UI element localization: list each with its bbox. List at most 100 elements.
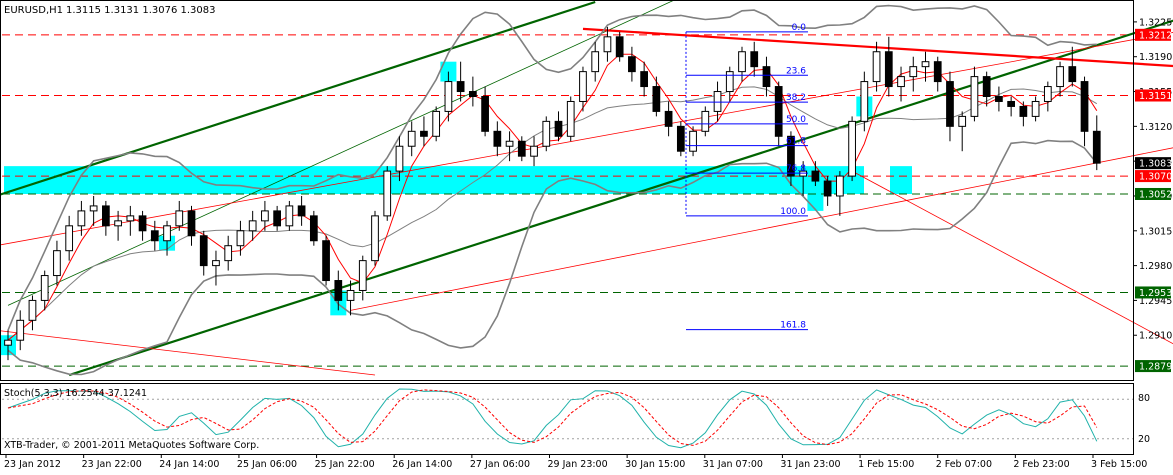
fib-level-label: 100.0	[780, 207, 806, 217]
candle	[787, 131, 795, 187]
candle-body	[77, 210, 86, 227]
candle-body	[297, 205, 306, 217]
candle	[224, 235, 233, 271]
support-zone-current	[890, 166, 912, 194]
candle	[505, 131, 514, 162]
x-axis-tick-label: 25 Jan 22:00	[315, 459, 375, 470]
candle-body	[493, 130, 502, 147]
candle-body	[615, 36, 624, 58]
candle	[236, 220, 245, 256]
candle-body	[750, 51, 759, 68]
candle-body	[628, 56, 636, 73]
candle-body	[456, 81, 465, 93]
candle-body	[787, 135, 795, 177]
candle	[371, 210, 379, 266]
candle	[40, 270, 49, 311]
x-axis-tick-label: 25 Jan 06:00	[237, 459, 297, 470]
candle	[285, 200, 294, 231]
candle	[689, 126, 697, 157]
candle	[897, 66, 905, 102]
x-axis-tick-label: 24 Jan 14:00	[159, 459, 219, 470]
candle	[848, 116, 856, 182]
candle	[970, 66, 979, 122]
candle-body	[958, 115, 967, 127]
candle	[701, 106, 710, 137]
price-level-label: 1.3070	[1139, 172, 1172, 183]
candle-body	[407, 130, 416, 147]
candle	[566, 96, 575, 142]
candle	[126, 205, 135, 236]
candle-body	[420, 130, 428, 137]
x-axis-tick-label: 3 Feb 15:00	[1091, 459, 1147, 470]
candle	[603, 26, 612, 62]
candle	[836, 171, 844, 216]
candle	[1068, 46, 1077, 87]
candle	[212, 250, 220, 286]
candle-body	[517, 140, 526, 157]
candle	[762, 56, 771, 97]
price-level-label: 1.3151	[1139, 91, 1172, 102]
green-channel-mid	[7, 0, 676, 306]
price-level-label: 1.2953	[1139, 288, 1172, 299]
y-axis-tick-label: 1.3120	[1139, 122, 1172, 133]
candle	[1080, 76, 1089, 147]
candle	[1043, 81, 1052, 112]
x-axis-tick-label: 26 Jan 14:00	[392, 459, 452, 470]
fib-level-label: 50.0	[786, 115, 806, 125]
bollinger-lower-band	[7, 139, 1098, 376]
price-level-label-box	[1135, 170, 1171, 183]
candle-body	[725, 71, 734, 93]
candle	[591, 41, 600, 82]
candle-body	[212, 260, 220, 267]
x-axis-tick-label: 23 Jan 22:00	[82, 459, 142, 470]
candle-body	[1056, 66, 1064, 88]
x-axis-tick-label: 31 Jan 23:00	[780, 459, 840, 470]
price-level-label: 1.2879	[1139, 362, 1172, 373]
candle	[199, 230, 208, 276]
candle	[114, 210, 122, 241]
candle	[407, 121, 416, 157]
candle-body	[591, 51, 600, 73]
candle-body	[236, 230, 245, 247]
copyright-text: XTB-Trader, © 2001-2011 MetaQuotes Softw…	[4, 440, 259, 451]
candle	[322, 235, 330, 286]
candle-body	[1007, 100, 1015, 107]
candle	[493, 121, 502, 157]
candle-body	[860, 81, 869, 122]
candle	[481, 86, 489, 137]
candle-body	[689, 130, 697, 152]
candle-body	[1080, 81, 1089, 132]
candle	[297, 195, 306, 226]
chart-ohlc-readout: 1.3115 1.3131 1.3076 1.3083	[66, 5, 216, 16]
fib-level-label: 76.8	[786, 164, 806, 174]
candle-body	[138, 215, 147, 232]
candle-body	[1043, 86, 1052, 102]
y-axis-tick-label: 1.3225	[1139, 17, 1172, 28]
candle	[1056, 61, 1064, 97]
candle-body	[346, 289, 355, 301]
candle-body	[432, 110, 441, 137]
candle	[395, 136, 404, 182]
candle-body	[738, 51, 746, 73]
candle	[150, 220, 159, 251]
candle	[628, 46, 636, 82]
candle-body	[1031, 100, 1040, 117]
candle	[615, 31, 624, 62]
candle	[53, 240, 61, 286]
candle-body	[603, 36, 612, 53]
candle-body	[273, 210, 281, 227]
candle	[456, 61, 465, 102]
candle	[89, 195, 98, 226]
candle	[750, 41, 759, 77]
green-channel-upper	[0, 0, 596, 196]
red-resistance-line	[582, 27, 1173, 68]
candle-body	[946, 81, 954, 127]
candle	[738, 46, 746, 82]
candle	[28, 295, 37, 331]
x-axis-tick-label: 2 Feb 07:00	[936, 459, 992, 470]
candle-body	[505, 140, 514, 147]
price-level-label: 1.3083	[1139, 159, 1172, 170]
candle-body	[469, 91, 477, 97]
